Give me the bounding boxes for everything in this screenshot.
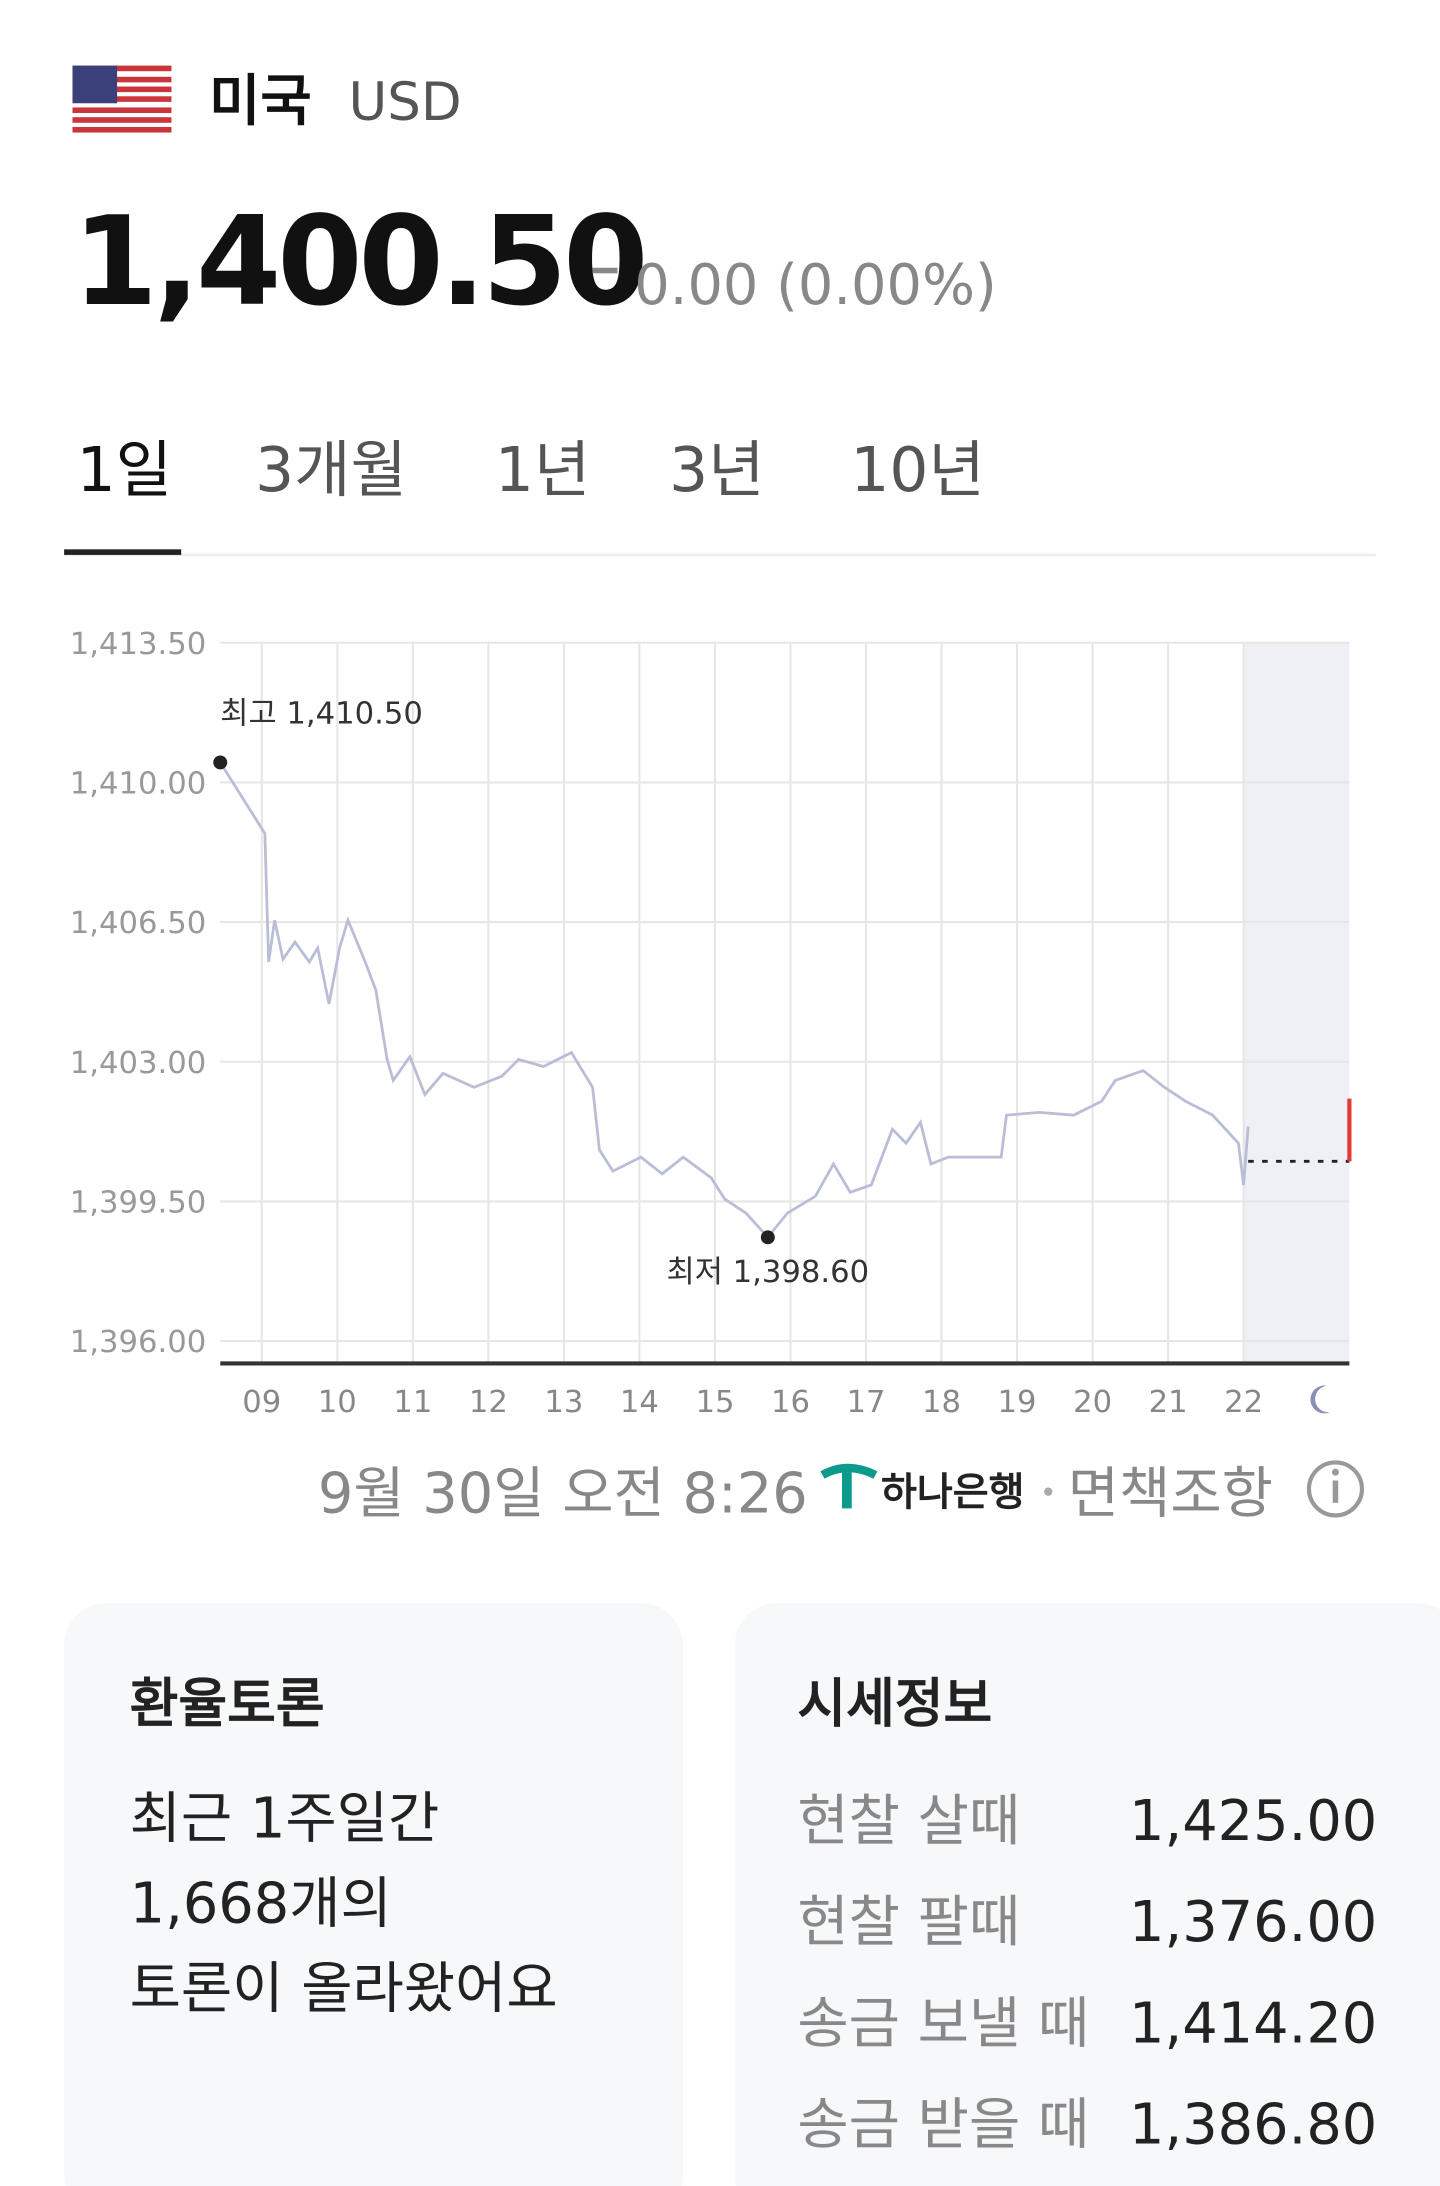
x-tick-label: 22	[1224, 1385, 1263, 1420]
x-tick-label: 09	[242, 1385, 281, 1420]
x-tick-label: 10	[318, 1385, 357, 1420]
x-tick-label: 19	[998, 1385, 1037, 1420]
no-change-dash	[592, 267, 618, 274]
rates-card	[734, 1603, 1440, 2186]
discussion-line: 1,668개의	[130, 1871, 392, 1936]
rate-value: 1,414.20	[1129, 1991, 1377, 2056]
moon-icon	[1310, 1385, 1330, 1414]
y-tick-label: 1,410.00	[70, 767, 207, 802]
rate-label: 송금 보낼 때	[797, 1991, 1089, 2056]
y-tick-label: 1,403.00	[70, 1046, 207, 1081]
source-logo	[820, 1463, 878, 1509]
discussion-card[interactable]	[64, 1603, 684, 2186]
y-tick-label: 1,413.50	[70, 627, 207, 662]
timestamp: 9월 30일 오전 8:26	[318, 1462, 808, 1527]
rate-label: 현찰 팔때	[797, 1890, 1020, 1955]
tab[interactable]: 3년	[669, 435, 764, 506]
tab[interactable]: 10년	[850, 435, 984, 506]
tab-underline	[64, 549, 182, 555]
x-tick-label: 14	[620, 1385, 659, 1420]
rates-title: 시세정보	[797, 1674, 992, 1735]
separator	[1044, 1487, 1053, 1496]
x-tick-label: 16	[771, 1385, 810, 1420]
flag	[72, 65, 172, 133]
source: 하나은행	[881, 1471, 1025, 1516]
discussion-line: 토론이 올라왔어요	[130, 1956, 558, 2021]
rate-label: 송금 받을 때	[797, 2092, 1089, 2157]
change: 0.00 (0.00%)	[634, 253, 996, 318]
x-tick-label: 15	[695, 1385, 734, 1420]
y-tick-label: 1,396.00	[70, 1325, 207, 1360]
rates-table: 현찰 살때 1,425.00 현찰 팔때 1,376.00 송금 보낼 때 1,414.2…	[797, 1789, 1377, 2157]
discussion-line: 최근 1주일간	[130, 1786, 440, 1851]
tab[interactable]: 1일	[77, 435, 172, 506]
rate-value: 1,425.00	[1129, 1789, 1377, 1854]
chart: 1,396.00 1,399.50 1,403.00 1,406.50 1,410.00…	[70, 627, 1352, 1420]
y-tick-label: 1,406.50	[70, 906, 207, 941]
price-line	[219, 761, 1250, 1240]
discussion-title: 환율토론	[130, 1674, 325, 1735]
annotation: 최저 1,398.60	[666, 1255, 869, 1290]
night-shade	[1243, 642, 1350, 1364]
x-tick-label: 18	[922, 1385, 961, 1420]
x-tick-label: 20	[1073, 1385, 1112, 1420]
x-tick-label: 21	[1149, 1385, 1188, 1420]
tab[interactable]: 3개월	[255, 435, 407, 506]
x-tick-label: 11	[393, 1385, 432, 1420]
country: 미국	[209, 69, 312, 134]
tab[interactable]: 1년	[495, 435, 590, 506]
currency: USD	[348, 72, 461, 133]
tabs: 1일 3개월 1년 3년 10년	[77, 435, 985, 506]
x-tick-label: 12	[469, 1385, 508, 1420]
price: 1,400.50	[72, 190, 644, 333]
x-tick-label: 17	[847, 1385, 886, 1420]
disclaimer[interactable]: 면책조항	[1068, 1462, 1273, 1527]
x-tick-label: 13	[544, 1385, 583, 1420]
extreme-dot	[760, 1230, 775, 1245]
extreme-dot	[213, 755, 228, 770]
annotation: 최고 1,410.50	[220, 696, 423, 731]
rate-value: 1,386.80	[1129, 2092, 1377, 2157]
info-icon[interactable]	[1306, 1460, 1365, 1518]
rate-label: 현찰 살때	[797, 1789, 1020, 1854]
rate-value: 1,376.00	[1129, 1890, 1377, 1955]
y-tick-label: 1,399.50	[70, 1186, 207, 1221]
